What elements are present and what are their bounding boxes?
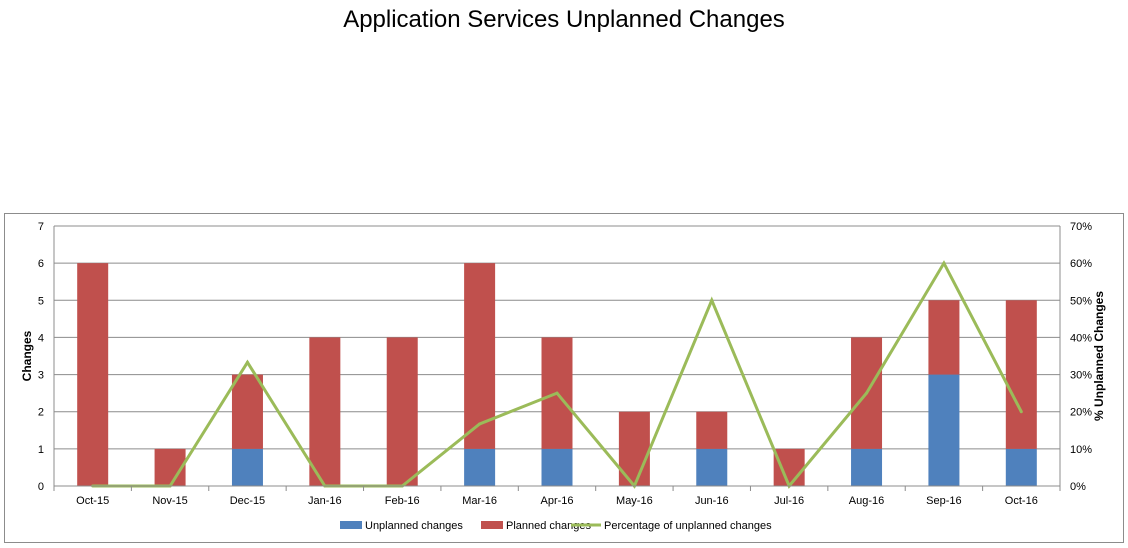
legend-label: Planned changes <box>506 520 592 532</box>
bar-planned <box>928 300 960 375</box>
x-tick-label: Jan-16 <box>308 495 342 507</box>
chart-title: Application Services Unplanned Changes <box>343 6 785 33</box>
y-tick-label: 6 <box>38 258 44 270</box>
y2-tick-label: 20% <box>1070 407 1092 419</box>
y2-axis-title: % Unplanned Changes <box>1092 291 1106 421</box>
y2-tick-label: 70% <box>1070 221 1092 233</box>
line-point <box>1019 410 1023 414</box>
x-tick-label: Sep-16 <box>926 495 961 507</box>
legend-swatch <box>481 521 503 529</box>
y2-tick-label: 10% <box>1070 444 1092 456</box>
line-point <box>710 298 714 302</box>
y-tick-label: 2 <box>38 407 44 419</box>
x-tick-label: Dec-15 <box>230 495 265 507</box>
y-tick-label: 0 <box>38 481 44 493</box>
bar-unplanned <box>696 448 728 486</box>
y-tick-label: 3 <box>38 370 44 382</box>
grid-lines <box>54 225 1060 450</box>
y-tick-label: 7 <box>38 221 44 233</box>
x-tick-label: May-16 <box>616 495 653 507</box>
x-tick-label: Oct-16 <box>1005 495 1038 507</box>
x-tick-label: Jul-16 <box>774 495 804 507</box>
bar-planned <box>773 448 805 486</box>
bar-unplanned <box>541 448 573 486</box>
chart-frame <box>4 213 1124 543</box>
bar-unplanned <box>464 448 496 486</box>
line-point <box>478 422 482 426</box>
bar-planned <box>464 263 496 449</box>
x-tick-label: Jun-16 <box>695 495 729 507</box>
y2-tick-label: 50% <box>1070 295 1092 307</box>
x-tick-label: Feb-16 <box>385 495 420 507</box>
line-point <box>245 360 249 364</box>
y-tick-label: 5 <box>38 295 44 307</box>
x-tick-label: Aug-16 <box>849 495 884 507</box>
bar-unplanned <box>928 374 960 486</box>
y2-tick-label: 0% <box>1070 481 1086 493</box>
bar-unplanned <box>231 448 263 486</box>
y-tick-label: 4 <box>38 332 44 344</box>
y2-tick-label: 60% <box>1070 258 1092 270</box>
x-tick-label: Oct-15 <box>76 495 109 507</box>
bar-planned <box>231 374 263 449</box>
legend-label: Percentage of unplanned changes <box>604 520 772 532</box>
bar-unplanned <box>1005 448 1037 486</box>
x-tick-label: Mar-16 <box>462 495 497 507</box>
line-point <box>555 391 559 395</box>
y2-tick-label: 30% <box>1070 370 1092 382</box>
bar-group <box>77 263 1037 486</box>
legend-label: Unplanned changes <box>365 520 463 532</box>
y2-tick-label: 40% <box>1070 332 1092 344</box>
x-tick-label: Nov-15 <box>152 495 187 507</box>
line-point <box>865 391 869 395</box>
bar-planned <box>386 337 418 486</box>
bar-planned <box>77 263 109 486</box>
bar-planned <box>1005 300 1037 449</box>
line-point <box>942 261 946 265</box>
legend-swatch <box>340 521 362 529</box>
legend: Unplanned changes Planned changes Percenta… <box>340 520 772 532</box>
x-tick-label: Apr-16 <box>540 495 573 507</box>
bar-planned <box>309 337 341 486</box>
bar-unplanned <box>851 448 883 486</box>
y-tick-label: 1 <box>38 444 44 456</box>
y-axis-title: Changes <box>20 330 34 381</box>
bar-planned <box>696 411 728 449</box>
